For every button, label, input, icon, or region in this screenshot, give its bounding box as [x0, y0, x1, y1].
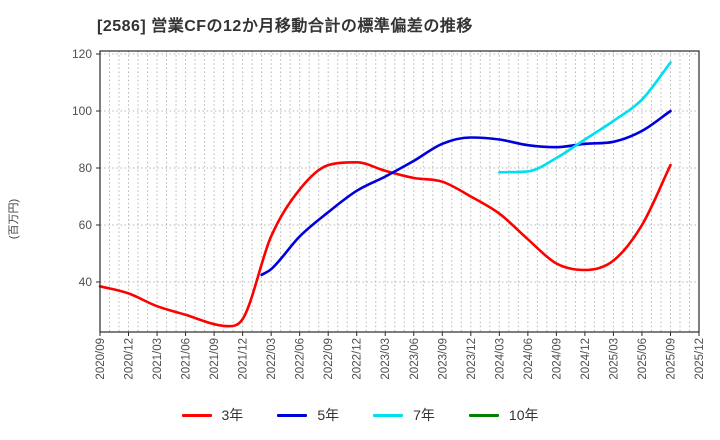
legend-item-7y: 7年: [373, 405, 435, 425]
svg-text:2021/03: 2021/03: [152, 338, 164, 380]
svg-text:2022/12: 2022/12: [352, 338, 364, 380]
svg-text:2025/03: 2025/03: [608, 338, 620, 380]
svg-text:2022/03: 2022/03: [266, 338, 278, 380]
line-chart: 40 60 80 100 120 2020/09 2020/12 2021/03 2021/06…: [72, 47, 706, 380]
svg-text:2024/12: 2024/12: [580, 338, 592, 380]
svg-text:2025/12: 2025/12: [694, 338, 706, 380]
svg-text:2023/12: 2023/12: [466, 338, 478, 380]
plot-border: [99, 50, 700, 333]
chart-legend: 3年 5年 7年 10年: [0, 400, 720, 430]
svg-text:2022/06: 2022/06: [295, 338, 307, 380]
svg-text:2021/09: 2021/09: [209, 338, 221, 380]
svg-text:2023/09: 2023/09: [437, 338, 449, 380]
legend-swatch-3y: [181, 413, 212, 417]
svg-text:80: 80: [79, 161, 93, 175]
svg-text:120: 120: [72, 47, 92, 61]
legend-swatch-5y: [277, 413, 308, 417]
svg-text:2020/12: 2020/12: [124, 338, 136, 380]
series-line-2: [498, 61, 672, 174]
svg-text:2023/03: 2023/03: [380, 338, 392, 380]
grid-lines: [100, 51, 699, 332]
svg-text:2024/09: 2024/09: [551, 338, 563, 380]
svg-text:2023/06: 2023/06: [409, 338, 421, 380]
legend-item-10y: 10年: [468, 405, 539, 425]
legend-label-5y: 5年: [317, 407, 340, 423]
y-tick-labels: 40 60 80 100 120: [72, 47, 92, 289]
svg-text:60: 60: [79, 218, 93, 232]
svg-text:2025/06: 2025/06: [637, 338, 649, 380]
axis-ticks: [96, 53, 700, 336]
svg-text:40: 40: [79, 275, 93, 289]
svg-text:2021/06: 2021/06: [181, 338, 193, 380]
svg-text:2024/03: 2024/03: [494, 338, 506, 380]
svg-text:2024/06: 2024/06: [523, 338, 535, 380]
svg-text:2021/12: 2021/12: [238, 338, 250, 380]
legend-label-7y: 7年: [413, 407, 435, 423]
svg-text:2022/09: 2022/09: [323, 338, 335, 380]
svg-text:2025/09: 2025/09: [665, 338, 677, 380]
series-line-1: [260, 109, 672, 277]
page-title: [2586] 営業CFの12か月移動合計の標準偏差の推移: [97, 18, 473, 35]
legend-swatch-7y: [373, 413, 404, 417]
series-line-0: [98, 161, 672, 328]
legend-item-5y: 5年: [277, 405, 339, 425]
legend-item-3y: 3年: [181, 405, 244, 425]
legend-swatch-10y: [468, 413, 499, 417]
svg-text:2020/09: 2020/09: [95, 338, 107, 380]
legend-label-3y: 3年: [221, 407, 244, 423]
x-tick-labels: 2020/09 2020/12 2021/03 2021/06 2021/09 2021/…: [95, 338, 706, 380]
legend-label-10y: 10年: [508, 407, 539, 423]
svg-text:100: 100: [72, 104, 92, 118]
